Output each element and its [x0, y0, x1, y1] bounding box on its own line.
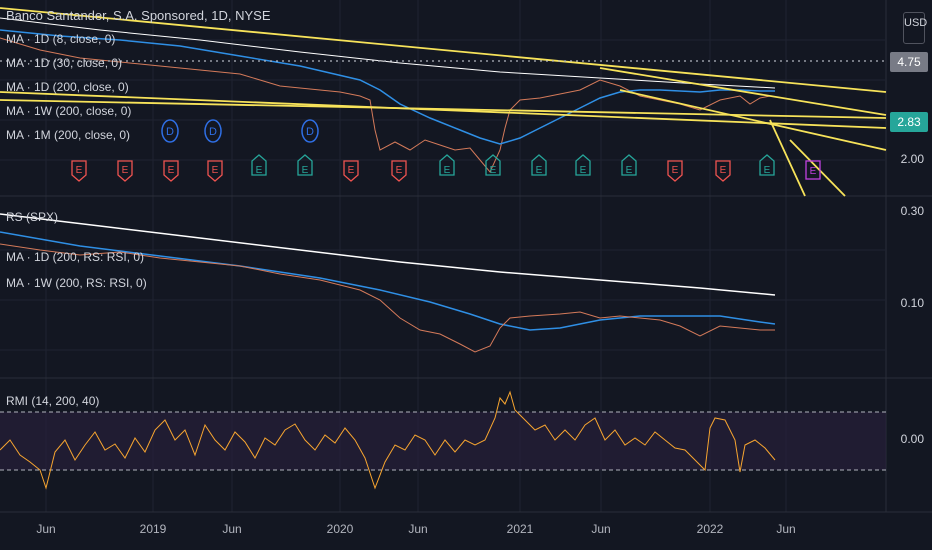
dividend-marker-label: D: [166, 126, 174, 138]
legend-ma-200[interactable]: MA · 1D (200, close, 0): [6, 80, 129, 94]
rs-ma-1w-line: [0, 213, 776, 296]
earnings-marker-label: E: [212, 165, 219, 176]
legend-ma-30[interactable]: MA · 1D (30, close, 0): [6, 56, 123, 70]
earnings-marker-label: E: [626, 165, 633, 176]
rmi-axis-label: 0.00: [900, 432, 924, 446]
earnings-marker-label: E: [444, 165, 451, 176]
legend-rs[interactable]: RS (SPX): [6, 210, 59, 224]
rs-series: [0, 243, 775, 353]
rs-axis-label: 0.10: [900, 296, 924, 310]
dividend-marker-label: D: [306, 126, 314, 138]
time-axis-label: Jun: [591, 522, 611, 536]
earnings-marker-label: E: [256, 165, 263, 176]
price-axis-label: 2.00: [900, 152, 924, 166]
earnings-marker-label: E: [672, 165, 679, 176]
symbol-title[interactable]: Banco Santander, S.A. Sponsored, 1D, NYS…: [6, 8, 271, 23]
earnings-marker-label: E: [76, 165, 83, 176]
dividend-marker-label: D: [209, 126, 217, 138]
time-axis-label: 2019: [139, 522, 167, 536]
currency-label: USD: [904, 17, 928, 29]
time-axis-label: 2021: [506, 522, 534, 536]
time-axis-label: 2022: [696, 522, 724, 536]
time-axis-label: Jun: [222, 522, 242, 536]
ma-1w-line: [0, 17, 776, 89]
time-axis-label: Jun: [776, 522, 796, 536]
earnings-markers: [71, 154, 821, 182]
earnings-marker-label: E: [580, 165, 587, 176]
last-price-badge: 2.83: [890, 112, 928, 132]
time-axis-label: 2020: [326, 522, 354, 536]
time-axis-label: Jun: [408, 522, 428, 536]
earnings-marker-label: E: [720, 165, 727, 176]
dividend-markers: [161, 119, 319, 143]
rmi-series: [0, 390, 776, 490]
earnings-marker-label: E: [348, 165, 355, 176]
earnings-marker-label: E: [810, 166, 817, 177]
earnings-marker-label: E: [396, 165, 403, 176]
legend-ma-1w[interactable]: MA · 1W (200, close, 0): [6, 104, 132, 118]
legend-ma-1m[interactable]: MA · 1M (200, close, 0): [6, 128, 131, 142]
trendline-group: [0, 7, 887, 197]
price-series: [0, 37, 771, 173]
legend-rs-ma-1w[interactable]: MA · 1W (200, RS: RSI, 0): [6, 276, 147, 290]
earnings-marker-label: E: [536, 165, 543, 176]
earnings-marker-label: E: [490, 165, 497, 176]
legend-rs-ma-200[interactable]: MA · 1D (200, RS: RSI, 0): [6, 250, 145, 264]
ma-200-line: [0, 29, 775, 145]
legend-rmi[interactable]: RMI (14, 200, 40): [6, 394, 100, 408]
earnings-marker-label: E: [168, 165, 175, 176]
rs-ma-200-line: [0, 231, 776, 331]
time-axis-label: Jun: [36, 522, 56, 536]
earnings-marker-label: E: [302, 165, 309, 176]
price-badge: 4.75: [890, 52, 928, 72]
earnings-marker-label: E: [764, 165, 771, 176]
rs-axis-label: 0.30: [900, 204, 924, 218]
legend-ma-8[interactable]: MA · 1D (8, close, 0): [6, 32, 116, 46]
currency-button[interactable]: USD: [903, 12, 928, 44]
earnings-marker-label: E: [122, 165, 129, 176]
